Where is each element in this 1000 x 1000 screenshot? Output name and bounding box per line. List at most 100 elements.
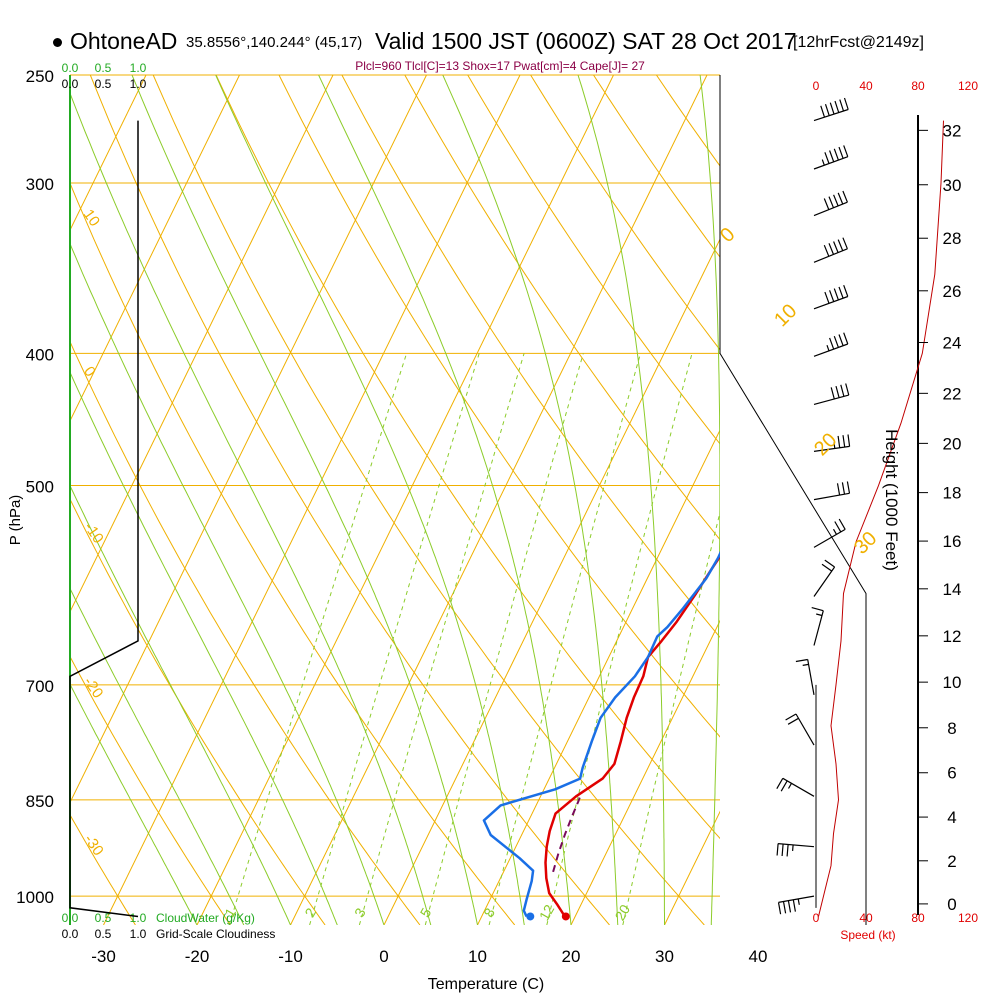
right-cutoff-line [719, 75, 867, 925]
height-tick-label: 24 [943, 333, 962, 352]
temperature-tick-label: 0 [379, 947, 388, 966]
dry-adiabat-line [341, 75, 720, 639]
height-tick-label: 8 [947, 719, 956, 738]
cloudiness-tick: 0.5 [95, 77, 112, 91]
speed-tick-label: 0 [813, 911, 820, 925]
mixing-ratio-label: 20 [612, 902, 634, 924]
speed-tick-label: 40 [859, 911, 873, 925]
moist-adiabat-line [577, 75, 665, 925]
valid-time: Valid 1500 JST (0600Z) SAT 28 Oct 2017 [375, 28, 797, 54]
dry-adiabat-label: 0 [80, 363, 99, 380]
wind-barb [813, 145, 849, 170]
isotherm-line [570, 619, 720, 925]
pressure-tick-label: 400 [26, 345, 54, 364]
height-tick-label: 16 [943, 532, 962, 551]
speed-tick-label: 120 [958, 79, 978, 93]
dry-adiabat-line [215, 75, 720, 840]
sounding-series [482, 550, 720, 921]
moist-adiabats [70, 75, 720, 925]
speed-tick-label: 80 [911, 79, 925, 93]
temperature-tick-label: -20 [185, 947, 210, 966]
isotherm-line [196, 75, 614, 925]
wind-barb [795, 658, 815, 696]
cloud-water-tick: 0.5 [95, 61, 112, 75]
dry-adiabat-label: 10 [80, 206, 103, 229]
cloud-water-tick: 0.0 [62, 61, 79, 75]
height-tick-label: 22 [943, 384, 962, 403]
mixing-ratio-line [358, 353, 525, 925]
dry-adiabat-line [89, 75, 610, 925]
moist-adiabat-line [70, 484, 291, 925]
moist-adiabat-line [70, 371, 338, 925]
isobar-lines [70, 74, 720, 897]
cloud-water-tick: 1.0 [130, 911, 147, 925]
wind-speed-profile [818, 120, 944, 917]
mixing-ratio-line [622, 510, 720, 925]
height-tick-label: 6 [947, 764, 956, 783]
temperature-tick-label: 20 [562, 947, 581, 966]
speed-tick-label: 120 [958, 911, 978, 925]
wind-barb [813, 237, 848, 263]
isotherm-line [290, 75, 708, 925]
forecast-run: [12hrFcst@2149z] [793, 34, 924, 51]
isotherm-line [70, 75, 147, 232]
isotherm-line [70, 75, 334, 613]
mixing-ratio-line [546, 353, 693, 925]
height-tick-label: 30 [943, 176, 962, 195]
x-axis-label: Temperature (C) [428, 976, 544, 993]
theta-label: 30 [850, 527, 881, 558]
y-axis-label: P (hPa) [7, 495, 24, 546]
mixing-ratio-line [309, 353, 480, 925]
dry-adiabat-line [70, 655, 231, 925]
isotherm-line [70, 75, 427, 804]
dry-adiabat-line [70, 813, 136, 925]
height-tick-label: 26 [943, 282, 962, 301]
height-tick-label: 4 [947, 808, 956, 827]
isotherm-line [852, 75, 1000, 925]
mixing-ratio-line [228, 353, 408, 925]
wind-barb [813, 284, 849, 310]
isotherm-line [477, 428, 720, 925]
moist-adiabat-line [699, 75, 720, 925]
moist-adiabat-line [215, 75, 525, 925]
wind-barb [813, 190, 848, 217]
speed-tick-label: 80 [911, 911, 925, 925]
sounding-indices: Plcl=960 Tlcl[C]=13 Shox=17 Pwat[cm]=4 C… [355, 59, 645, 73]
cloudiness-tick: 0.0 [62, 77, 79, 91]
moist-adiabat-line [131, 75, 478, 925]
speed-tick-label: 40 [859, 79, 873, 93]
wind-barb [776, 843, 815, 857]
temperature-tick-label: -30 [91, 947, 116, 966]
isotherm-line [103, 75, 521, 925]
pressure-tick-label: 1000 [16, 888, 54, 907]
wind-barb [777, 895, 815, 915]
pressure-tick-label: 300 [26, 175, 54, 194]
height-tick-label: 10 [943, 673, 962, 692]
temperature-line [544, 554, 720, 918]
dry-adiabat-line [70, 181, 516, 925]
dry-adiabats [70, 75, 1000, 925]
wind-barb [785, 713, 815, 746]
dewpoint-surface-point [526, 912, 535, 921]
mixing-ratio-lines [228, 353, 720, 925]
moist-adiabat-line [70, 683, 198, 925]
cloud-axis: 0.0 0.0 0.5 0.5 1.0 1.0 0.0 0.0 0.5 0.5 1.0 1.0 Clou… [62, 61, 276, 941]
cloudiness-tick: 0.0 [62, 927, 79, 941]
mixing-ratio-label: 8 [480, 905, 498, 920]
pressure-tick-label: 500 [26, 478, 54, 497]
isotherm-line [70, 75, 240, 423]
dewpoint-line [482, 550, 720, 918]
dry-adiabat-line [404, 75, 720, 541]
cloud-water-tick: 0.0 [62, 911, 79, 925]
temperature-tick-label: 30 [655, 947, 674, 966]
speed-tick-label: 0 [813, 79, 820, 93]
dry-adiabat-label: -30 [80, 831, 106, 859]
wind-barb [813, 518, 846, 548]
dry-adiabat-line [845, 75, 1000, 925]
station-name: OhtoneAD [70, 28, 178, 54]
isotherm-lines [70, 75, 1000, 925]
pressure-tick-label: 700 [26, 677, 54, 696]
mixing-ratio-line [424, 353, 584, 925]
